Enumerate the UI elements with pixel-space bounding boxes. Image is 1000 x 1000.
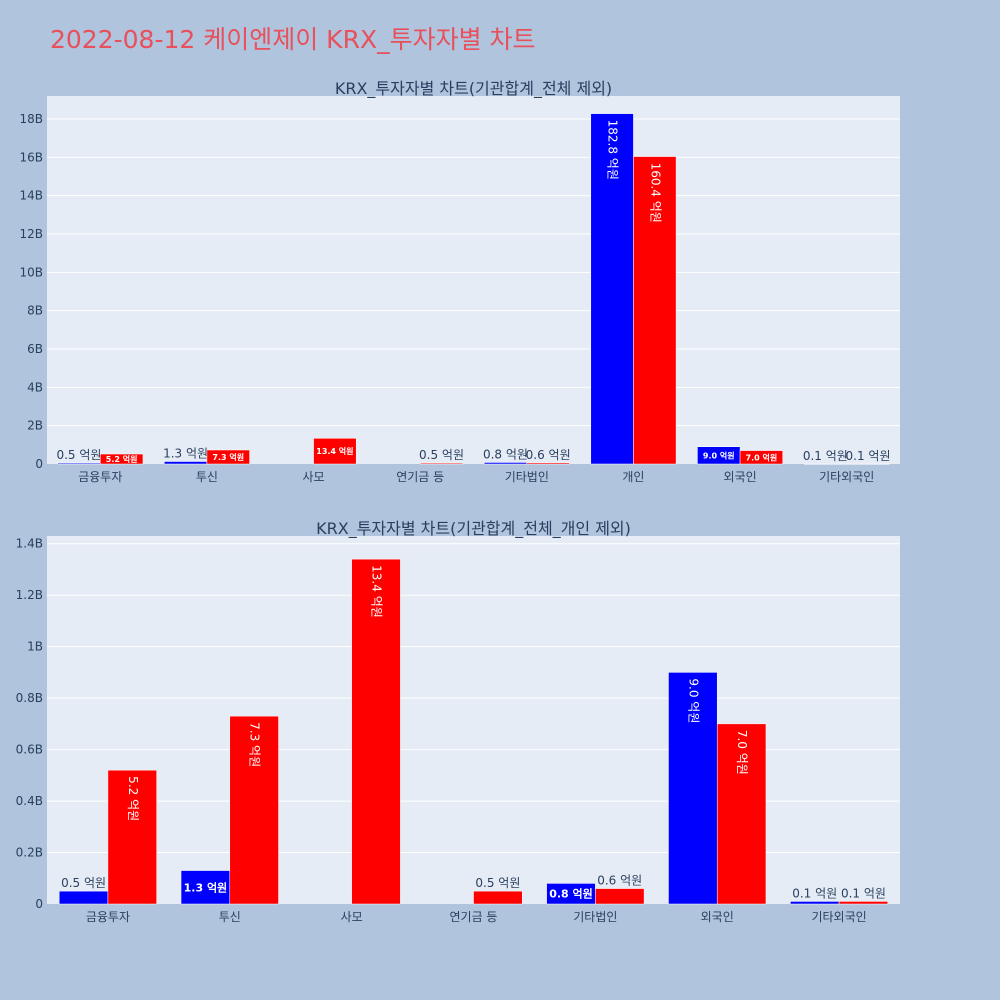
data-label: 0.1 억원 bbox=[803, 449, 848, 463]
bar bbox=[838, 901, 889, 905]
x-tick-label: 금융투자 bbox=[78, 470, 122, 484]
y-tick-label: 1.2B bbox=[16, 588, 43, 602]
x-tick-label: 금융투자 bbox=[86, 910, 130, 924]
x-tick-label: 기타외국인 bbox=[811, 910, 866, 924]
y-tick-label: 1.4B bbox=[16, 537, 43, 551]
data-label: 5.2 억원 bbox=[106, 454, 138, 464]
data-label: 0.8 억원 bbox=[549, 887, 593, 901]
plot-area bbox=[47, 536, 900, 904]
plot-area bbox=[47, 96, 900, 464]
y-tick-label: 1B bbox=[27, 640, 43, 654]
chart-title: KRX_투자자별 차트(기관합계_전체 제외) bbox=[335, 79, 612, 99]
y-tick-label: 18B bbox=[19, 112, 43, 126]
data-label: 1.3 억원 bbox=[184, 880, 228, 894]
bar bbox=[803, 463, 847, 465]
bar bbox=[351, 558, 401, 905]
data-label: 9.0 억원 bbox=[686, 678, 700, 723]
bar bbox=[58, 890, 109, 905]
bar bbox=[206, 449, 250, 465]
data-label: 0.5 억원 bbox=[56, 448, 101, 462]
data-label: 0.5 억원 bbox=[419, 448, 464, 462]
bar bbox=[229, 715, 279, 905]
data-label: 7.0 억원 bbox=[735, 730, 749, 775]
data-label: 13.4 억원 bbox=[370, 565, 384, 618]
x-tick-label: 개인 bbox=[622, 470, 644, 484]
data-label: 0.5 억원 bbox=[61, 876, 106, 890]
x-tick-label: 사모 bbox=[341, 910, 363, 924]
data-label: 7.0 억원 bbox=[746, 452, 778, 462]
y-tick-label: 0.8B bbox=[16, 691, 43, 705]
bar bbox=[790, 901, 840, 905]
bar bbox=[633, 156, 677, 465]
bar bbox=[739, 450, 783, 465]
bar bbox=[164, 461, 208, 465]
y-tick-label: 0 bbox=[35, 897, 43, 911]
y-tick-label: 0.4B bbox=[16, 794, 43, 808]
data-label: 0.1 억원 bbox=[846, 449, 891, 463]
bar bbox=[57, 462, 101, 465]
data-label: 0.1 억원 bbox=[792, 886, 837, 900]
x-tick-label: 연기금 등 bbox=[450, 910, 498, 924]
x-tick-label: 기타법인 bbox=[573, 910, 617, 924]
data-label: 0.6 억원 bbox=[597, 874, 642, 888]
bar bbox=[595, 888, 645, 905]
chart-bottom: KRX_투자자별 차트(기관합계_전체_개인 제외) 0 0.2B 0.4B 0.6B 0… bbox=[16, 519, 900, 924]
y-tick-label: 8B bbox=[27, 304, 43, 318]
bar bbox=[313, 438, 357, 465]
data-label: 1.3 억원 bbox=[163, 447, 208, 461]
y-tick-label: 4B bbox=[27, 380, 43, 394]
bar bbox=[668, 672, 718, 905]
x-tick-label: 외국인 bbox=[724, 470, 757, 484]
data-label: 0.6 억원 bbox=[526, 448, 571, 462]
y-tick-label: 0.6B bbox=[16, 743, 43, 757]
bar bbox=[846, 463, 890, 465]
data-label: 7.3 억원 bbox=[248, 722, 262, 767]
data-label: 5.2 억원 bbox=[126, 776, 140, 821]
data-label: 7.3 억원 bbox=[212, 452, 244, 462]
x-tick-label: 기타외국인 bbox=[819, 470, 874, 484]
y-tick-label: 0 bbox=[35, 457, 43, 471]
x-tick-label: 연기금 등 bbox=[396, 470, 444, 484]
y-tick-label: 12B bbox=[19, 227, 43, 241]
bar bbox=[526, 462, 570, 465]
x-tick-label: 투신 bbox=[219, 910, 241, 924]
x-tick-label: 사모 bbox=[303, 470, 325, 484]
y-tick-label: 16B bbox=[19, 150, 43, 164]
x-tick-label: 외국인 bbox=[701, 910, 734, 924]
bar bbox=[716, 723, 767, 905]
chart-top: KRX_투자자별 차트(기관합계_전체 제외) 0 2B 4B 6B 8B 10B 12B 14… bbox=[19, 79, 900, 484]
bar bbox=[419, 462, 464, 465]
data-label: 9.0 억원 bbox=[703, 450, 735, 460]
y-tick-label: 2B bbox=[27, 419, 43, 433]
chart-title: KRX_투자자별 차트(기관합계_전체_개인 제외) bbox=[316, 519, 631, 539]
data-label: 0.8 억원 bbox=[483, 447, 528, 461]
bar bbox=[107, 769, 157, 905]
x-tick-label: 투신 bbox=[196, 470, 218, 484]
page-title: 2022-08-12 케이엔제이 KRX_투자자별 차트 bbox=[50, 25, 536, 54]
bar bbox=[473, 890, 523, 905]
y-tick-label: 6B bbox=[27, 342, 43, 356]
data-label: 160.4 억원 bbox=[648, 163, 662, 223]
y-tick-label: 14B bbox=[19, 189, 43, 203]
data-label: 13.4 억원 bbox=[316, 446, 353, 456]
y-tick-label: 10B bbox=[19, 265, 43, 279]
data-label: 182.8 억원 bbox=[606, 120, 620, 180]
bar bbox=[483, 462, 528, 465]
bar bbox=[100, 453, 144, 465]
y-tick-label: 0.2B bbox=[16, 846, 43, 860]
x-tick-label: 기타법인 bbox=[505, 470, 549, 484]
data-label: 0.1 억원 bbox=[841, 886, 886, 900]
data-label: 0.5 억원 bbox=[475, 876, 520, 890]
